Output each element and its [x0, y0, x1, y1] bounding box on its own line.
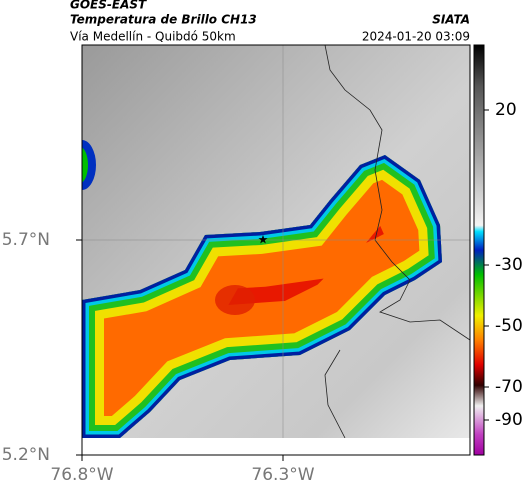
- location: Vía Medellín - Quibdó 50km: [70, 30, 236, 44]
- x-tick-label: 76.3°W: [251, 465, 314, 485]
- y-tick-label: 5.2°N: [2, 445, 50, 465]
- colorbar-tick-label: -70: [495, 377, 523, 397]
- svg-text:★: ★: [258, 233, 269, 247]
- colorbar-tick-label: -90: [495, 410, 523, 430]
- colorbar: [473, 44, 485, 456]
- colorbar-tick-label: -50: [495, 316, 523, 336]
- title: Temperatura de Brillo CH13: [70, 13, 257, 27]
- source: GOES-EAST: [70, 0, 147, 12]
- datetime: 2024-01-20 03:09: [362, 30, 470, 44]
- y-tick-label: 5.7°N: [2, 230, 50, 250]
- x-tick-label: 76.8°W: [50, 465, 113, 485]
- map-image: ★: [82, 45, 470, 438]
- colorbar-tick-label: -30: [495, 255, 523, 275]
- org: SIATA: [432, 13, 470, 27]
- colorbar-tick-label: 20: [495, 100, 517, 120]
